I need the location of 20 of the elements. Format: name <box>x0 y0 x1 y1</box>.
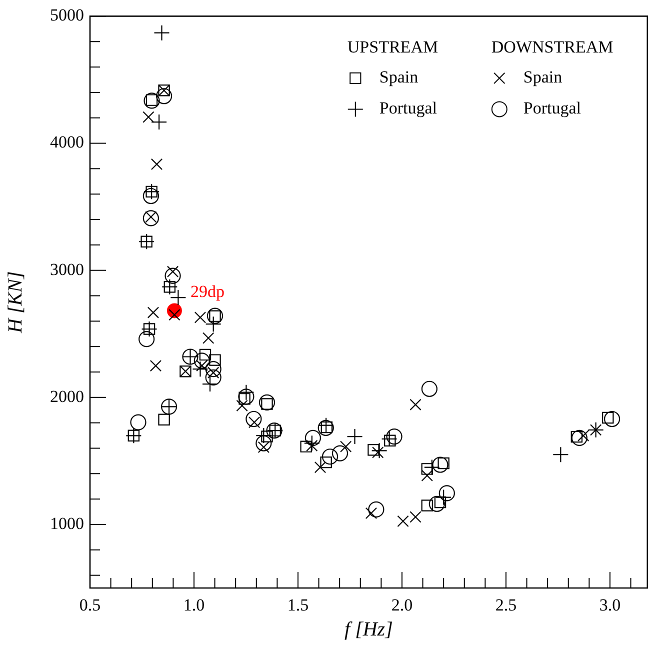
text: DOWNSTREAM <box>491 38 614 57</box>
x-tick-label: 1.0 <box>183 596 205 615</box>
legend-label: Spain <box>379 68 419 87</box>
legend-label: Portugal <box>523 98 582 118</box>
text: UPSTREAM <box>347 38 438 57</box>
y-axis-title: H [KN] <box>4 271 26 334</box>
y-tick-label: 1000 <box>50 514 84 533</box>
x-axis-title: f [Hz] <box>344 618 393 640</box>
x-tick-label: 3.0 <box>599 596 621 615</box>
legend-label: Portugal <box>379 98 438 118</box>
legend-label: Spain <box>523 68 563 87</box>
y-tick-label: 3000 <box>50 260 84 279</box>
y-tick-label: 5000 <box>50 6 84 25</box>
annotation: 29dp <box>190 282 224 302</box>
y-tick-label: 4000 <box>50 132 84 152</box>
x-tick-label: 2.5 <box>495 596 517 615</box>
x-tick-label: 1.5 <box>287 596 309 615</box>
x-tick-label: 0.5 <box>79 596 101 615</box>
y-tick-label: 2000 <box>50 386 84 406</box>
x-tick-label: 2.0 <box>391 596 413 615</box>
